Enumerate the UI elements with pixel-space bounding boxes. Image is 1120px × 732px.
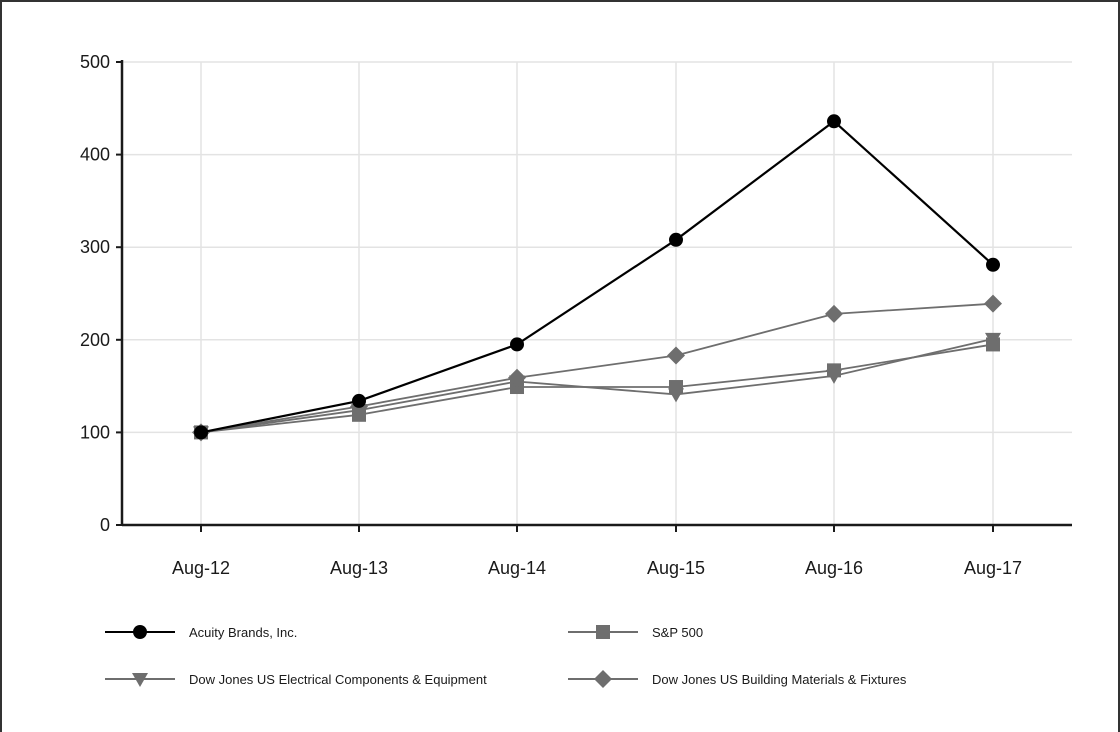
legend-item: Dow Jones US Building Materials & Fixtur…	[568, 670, 907, 688]
x-tick-label: Aug-15	[647, 558, 705, 578]
y-tick-label: 500	[80, 52, 110, 72]
legend-item: S&P 500	[568, 625, 703, 640]
data-point	[668, 388, 684, 403]
y-axis-ticks: 0 100 200 300 400 500	[80, 52, 110, 535]
axes	[116, 60, 1072, 532]
data-point	[667, 346, 685, 365]
series-0	[194, 114, 1000, 440]
series-line	[200, 343, 994, 434]
legend-marker	[133, 625, 147, 639]
series-line	[200, 302, 994, 434]
x-tick-label: Aug-16	[805, 558, 863, 578]
y-tick-label: 300	[80, 237, 110, 257]
data-point	[352, 393, 366, 408]
legend-label: Dow Jones US Electrical Components & Equ…	[189, 672, 487, 687]
legend-item: Acuity Brands, Inc.	[105, 625, 297, 640]
data-point	[826, 369, 842, 384]
data-point	[985, 332, 1001, 347]
y-tick-label: 400	[80, 145, 110, 165]
legend-item: Dow Jones US Electrical Components & Equ…	[105, 672, 487, 687]
series-line	[200, 119, 994, 434]
legend-marker	[132, 673, 148, 687]
legend-marker	[596, 625, 610, 639]
data-point	[827, 114, 841, 129]
x-tick-label: Aug-17	[964, 558, 1022, 578]
data-point	[669, 232, 683, 247]
legend-label: Acuity Brands, Inc.	[189, 625, 297, 640]
data-point	[986, 257, 1000, 272]
x-tick-label: Aug-12	[172, 558, 230, 578]
legend: Acuity Brands, Inc. S&P 500 Dow Jones US E…	[105, 625, 907, 688]
series-line	[200, 337, 994, 434]
series-group	[192, 114, 1002, 442]
legend-marker	[594, 670, 612, 688]
x-tick-label: Aug-13	[330, 558, 388, 578]
gridlines	[122, 61, 1072, 525]
data-point	[508, 368, 526, 387]
y-tick-label: 100	[80, 422, 110, 442]
data-point	[825, 304, 843, 323]
data-point	[510, 337, 524, 352]
legend-label: S&P 500	[652, 625, 703, 640]
data-point	[984, 294, 1002, 313]
legend-label: Dow Jones US Building Materials & Fixtur…	[652, 672, 907, 687]
y-tick-label: 200	[80, 330, 110, 350]
x-tick-label: Aug-14	[488, 558, 546, 578]
y-tick-label: 0	[100, 515, 110, 535]
x-axis-ticks: Aug-12 Aug-13 Aug-14 Aug-15 Aug-16 Aug-17	[172, 558, 1022, 578]
data-point	[194, 425, 208, 440]
